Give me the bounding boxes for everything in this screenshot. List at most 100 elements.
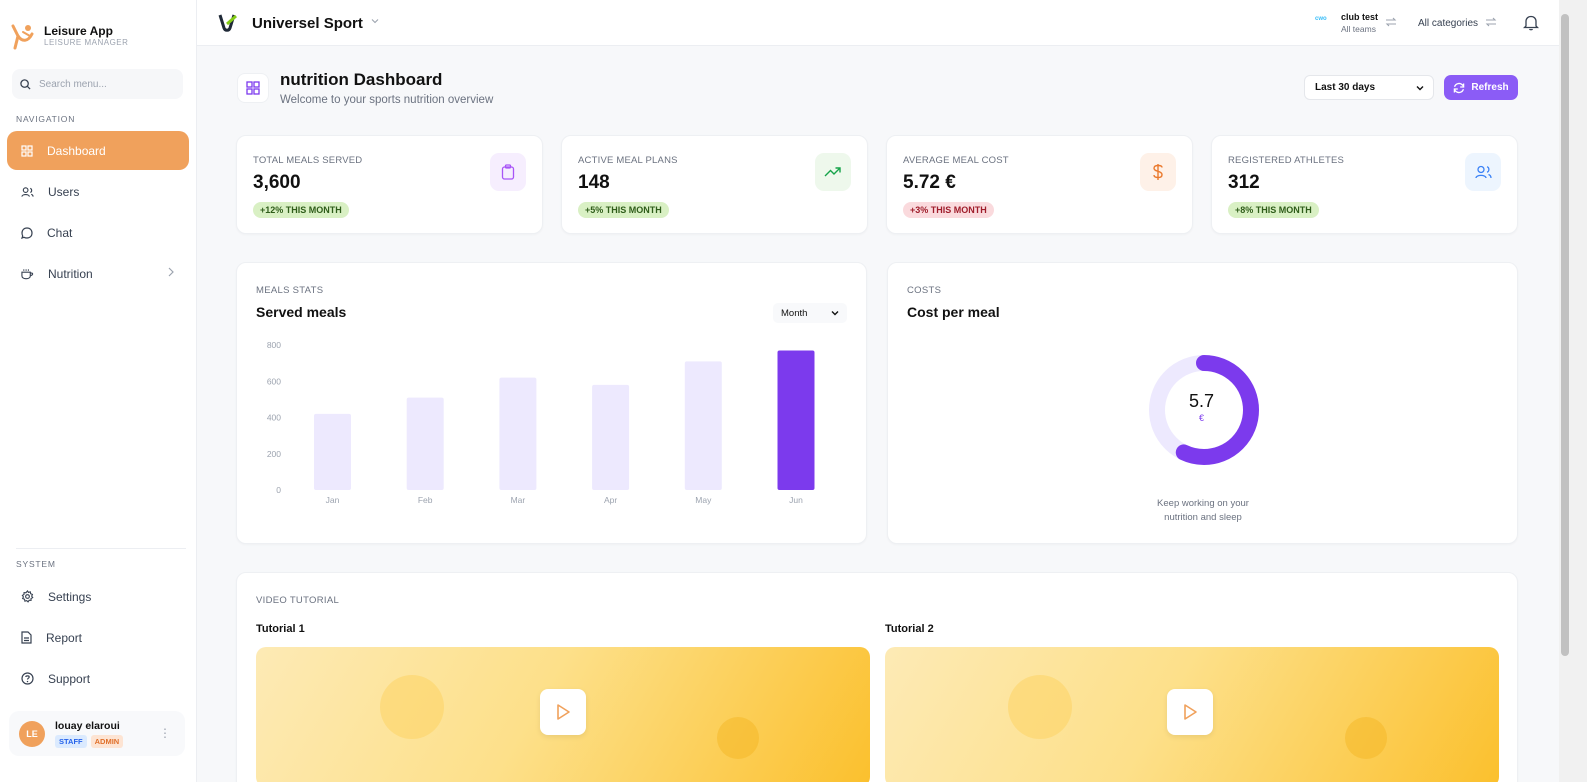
top-bar: Universel Sport cwo club test All teams …	[197, 0, 1559, 46]
granularity-select[interactable]: Month	[773, 303, 847, 323]
y-tick-label: 400	[267, 413, 281, 423]
sidebar-divider	[16, 548, 186, 549]
users-icon	[1465, 153, 1501, 191]
chevron-down-icon[interactable]	[371, 17, 379, 25]
sidebar-item-label: Settings	[48, 589, 92, 604]
club-name[interactable]: club test	[1341, 12, 1379, 22]
gear-icon	[21, 590, 34, 603]
play-icon	[557, 704, 570, 720]
scrollbar-thumb[interactable]	[1561, 14, 1569, 656]
search-icon	[20, 78, 31, 90]
stat-value: 312	[1228, 172, 1260, 193]
bar-jan[interactable]	[314, 413, 351, 490]
sidebar-item-settings[interactable]: Settings	[7, 577, 189, 616]
decor-circle	[717, 717, 759, 759]
sidebar-item-report[interactable]: Report	[7, 618, 189, 657]
served-meals-bar-chart: 800 600 400 200 0 Jan Feb Mar Apr May Jun	[267, 340, 815, 505]
page-subtitle: Welcome to your sports nutrition overvie…	[280, 94, 494, 106]
chevron-right-icon	[168, 267, 174, 277]
sidebar-item-chat[interactable]: Chat	[7, 213, 189, 252]
stat-card-average-cost: AVERAGE MEAL COST 5.72 € +3% THIS MONTH	[886, 135, 1193, 234]
club-logo: cwo	[1315, 16, 1327, 22]
panel-label: COSTS	[907, 285, 942, 296]
bar-may[interactable]	[684, 361, 722, 490]
stat-card-total-meals: TOTAL MEALS SERVED 3,600 +12% THIS MONTH	[236, 135, 543, 234]
sidebar-item-label: Support	[48, 671, 91, 686]
bar-jun[interactable]	[777, 350, 815, 490]
sidebar-item-users[interactable]: Users	[7, 172, 189, 211]
stat-change-badge: +3% THIS MONTH	[903, 202, 994, 218]
tutorial-video-1[interactable]	[256, 647, 870, 782]
tutorial-video-2[interactable]	[885, 647, 1499, 782]
y-tick-label: 0	[276, 485, 281, 495]
stat-label: REGISTERED ATHLETES	[1228, 155, 1345, 166]
refresh-icon	[1454, 82, 1465, 93]
period-select[interactable]: Last 30 days	[1304, 75, 1434, 100]
stat-label: ACTIVE MEAL PLANS	[578, 155, 678, 166]
y-tick-label: 200	[267, 449, 281, 459]
x-tick-label: Feb	[418, 495, 433, 505]
grid-icon	[21, 144, 33, 157]
stat-label: TOTAL MEALS SERVED	[253, 155, 363, 166]
bar-apr[interactable]	[592, 384, 630, 490]
sidebar-item-label: Chat	[47, 225, 73, 240]
nav-section-label: NAVIGATION	[16, 114, 76, 124]
page-title: nutrition Dashboard	[280, 70, 443, 89]
sidebar-item-label: Report	[46, 630, 83, 645]
x-tick-label: Mar	[511, 495, 526, 505]
sidebar-item-label: Users	[48, 184, 80, 199]
search-menu-input[interactable]: Search menu...	[12, 69, 183, 99]
stat-change-badge: +8% THIS MONTH	[1228, 202, 1319, 218]
avatar: LE	[19, 720, 45, 747]
universel-sport-logo-icon	[218, 14, 237, 32]
help-icon	[21, 672, 34, 685]
refresh-button[interactable]: Refresh	[1444, 75, 1518, 100]
cost-donut-chart	[1149, 355, 1259, 465]
play-button[interactable]	[1167, 689, 1213, 735]
play-icon	[1184, 704, 1197, 720]
sidebar-item-dashboard[interactable]: Dashboard	[7, 131, 189, 170]
sidebar-item-label: Nutrition	[48, 266, 93, 281]
categories-selector[interactable]: All categories	[1418, 18, 1479, 29]
stat-card-active-plans: ACTIVE MEAL PLANS 148 +5% THIS MONTH	[561, 135, 868, 234]
stat-label: AVERAGE MEAL COST	[903, 155, 1009, 166]
x-tick-label: Apr	[604, 495, 617, 505]
decor-circle	[1345, 717, 1387, 759]
meals-stats-panel: MEALS STATS Served meals Month 800 600 400…	[236, 262, 867, 544]
bar-feb[interactable]	[406, 397, 444, 490]
y-tick-label: 600	[267, 376, 281, 386]
x-tick-label: Jun	[789, 495, 803, 505]
panel-title: Cost per meal	[907, 304, 1000, 320]
app-name: Leisure App	[44, 24, 113, 38]
sidebar-item-nutrition[interactable]: Nutrition	[7, 254, 189, 293]
sidebar: Leisure App LEISURE MANAGER Search menu.…	[0, 0, 197, 782]
cost-per-meal-panel: COSTS Cost per meal 5.7 € Keep working o…	[887, 262, 1518, 544]
user-name: louay elaroui	[55, 719, 120, 732]
club-teams: All teams	[1341, 24, 1376, 34]
more-options-icon[interactable]: ⋮	[159, 726, 171, 740]
notification-bell-icon[interactable]	[1523, 14, 1539, 31]
switch-club-icon[interactable]	[1385, 16, 1397, 28]
switch-category-icon[interactable]	[1485, 16, 1497, 28]
donut-unit: €	[1199, 413, 1205, 423]
stat-value: 5.72 €	[903, 172, 956, 193]
donut-progress-arc	[1149, 355, 1259, 465]
sidebar-item-support[interactable]: Support	[7, 659, 189, 698]
play-button[interactable]	[540, 689, 586, 735]
brand[interactable]: Leisure App LEISURE MANAGER	[10, 20, 128, 52]
panel-label: VIDEO TUTORIAL	[256, 595, 340, 606]
tutorial-title: Tutorial 2	[885, 623, 934, 635]
org-name[interactable]: Universel Sport	[252, 15, 363, 32]
caption-line-1: Keep working on your	[1157, 498, 1249, 509]
x-tick-label: Jan	[326, 495, 340, 505]
trending-up-icon	[815, 153, 851, 191]
decor-circle	[1008, 675, 1072, 739]
bar-mar[interactable]	[499, 377, 537, 490]
user-profile-card[interactable]: LE louay elaroui STAFF ADMIN ⋮	[9, 711, 185, 756]
chevron-down-icon	[1416, 86, 1424, 91]
chevron-down-icon	[831, 311, 839, 316]
granularity-value: Month	[781, 307, 808, 319]
cup-icon	[21, 268, 34, 279]
donut-caption: Keep working on your nutrition and sleep	[1128, 497, 1278, 525]
role-badge-staff: STAFF	[55, 734, 87, 748]
